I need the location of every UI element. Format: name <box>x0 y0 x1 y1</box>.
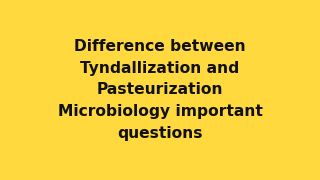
Text: Difference between
Tyndallization and
Pasteurization
Microbiology important
ques: Difference between Tyndallization and Pa… <box>58 39 262 141</box>
